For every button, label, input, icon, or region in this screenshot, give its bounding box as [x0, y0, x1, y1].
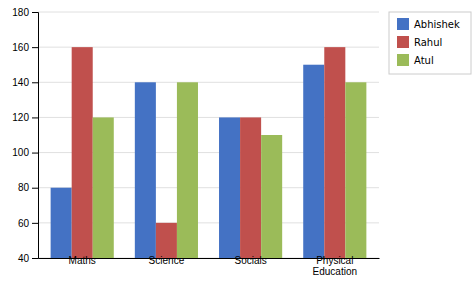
legend-swatch: [397, 18, 409, 30]
tick-mark: [32, 47, 38, 48]
y-axis: 40 60 80 100 120 140 160 180: [12, 7, 38, 264]
bar: [156, 223, 177, 258]
bar: [345, 82, 366, 258]
legend-label: Atul: [414, 55, 434, 66]
tick: 80: [18, 182, 38, 193]
tick-mark: [32, 258, 38, 259]
legend-swatch: [397, 54, 409, 66]
tick-label: Maths: [69, 255, 96, 266]
tick-label: 180: [12, 7, 29, 18]
tick-label-line: Socials: [234, 255, 266, 266]
tick: PhysicalEducation: [313, 255, 357, 277]
tick: 100: [12, 147, 38, 158]
bar: [219, 117, 240, 258]
tick: 40: [18, 253, 38, 264]
bar: [324, 47, 345, 258]
tick-label-line: Education: [313, 266, 357, 277]
tick: Maths: [69, 255, 96, 266]
chart: Maths Science Socials PhysicalEducation 40 60…: [0, 0, 475, 298]
tick-label-line: Maths: [69, 255, 96, 266]
bar: [72, 47, 93, 258]
tick-mark: [32, 117, 38, 118]
tick-label: 160: [12, 42, 29, 53]
bar: [177, 82, 198, 258]
tick-mark: [32, 82, 38, 83]
x-axis: Maths Science Socials PhysicalEducation: [39, 255, 380, 277]
tick: 160: [12, 42, 38, 53]
tick-label: Science: [149, 255, 185, 266]
tick: 140: [12, 77, 38, 88]
plot: Maths Science Socials PhysicalEducation 40 60…: [12, 7, 471, 298]
bar: [135, 82, 156, 258]
legend-label: Abhishek: [414, 19, 460, 30]
tick: Socials: [234, 255, 266, 266]
tick-label-line: Physical: [316, 255, 353, 266]
tick-label: PhysicalEducation: [313, 255, 357, 277]
legend-item: Rahul: [397, 36, 442, 48]
grid-line: [38, 12, 379, 13]
legend-frame: [389, 12, 471, 74]
legend-swatch: [397, 36, 409, 48]
legend-label: Rahul: [414, 37, 442, 48]
bar: [261, 135, 282, 258]
bars: [51, 47, 367, 258]
legend: Abhishek Rahul Atul: [389, 12, 471, 74]
tick-label: 60: [18, 218, 30, 229]
bar: [93, 117, 114, 258]
tick: 180: [12, 7, 38, 18]
tick: 120: [12, 112, 38, 123]
tick-label: 140: [12, 77, 29, 88]
tick: Science: [149, 255, 185, 266]
tick-label: 40: [18, 253, 30, 264]
tick-mark: [32, 153, 38, 154]
tick: 60: [18, 218, 38, 229]
axis-line: [32, 13, 39, 259]
tick-mark: [32, 188, 38, 189]
tick-label-line: Science: [149, 255, 185, 266]
tick-mark: [32, 223, 38, 224]
bar: [51, 188, 72, 258]
tick-label: 80: [18, 182, 30, 193]
bar: [303, 65, 324, 258]
bar-series: [93, 82, 367, 258]
tick-label: Socials: [234, 255, 266, 266]
legend-item: Atul: [397, 54, 434, 66]
bar-series: [72, 47, 346, 258]
bar: [240, 117, 261, 258]
tick-mark: [32, 12, 38, 13]
legend-item: Abhishek: [397, 18, 460, 30]
tick-label: 100: [12, 147, 29, 158]
tick-label: 120: [12, 112, 29, 123]
